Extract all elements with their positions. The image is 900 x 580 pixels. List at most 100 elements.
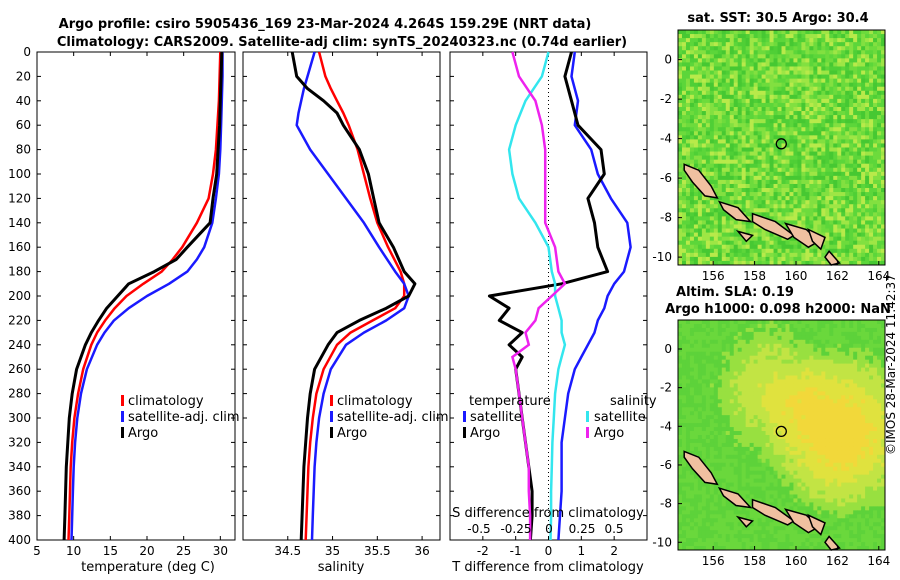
sla-map-cell (849, 399, 854, 404)
sst-map-cell (845, 50, 850, 55)
sla-map-cell (829, 347, 834, 353)
sla-map-cell (681, 391, 687, 396)
sst-map-cell (833, 42, 838, 47)
sst-map-cell (873, 167, 878, 173)
sst-map-cell (765, 240, 770, 246)
sla-map-cell (785, 435, 790, 440)
sla-map-cell (717, 399, 723, 404)
sst-map-cell (705, 147, 711, 152)
sla-map-cell (757, 323, 762, 329)
sla-map-cell (733, 399, 739, 404)
sla-map-cell (678, 351, 683, 357)
sst-map-cell (757, 252, 762, 258)
sst-map-cell (681, 102, 687, 108)
sla-map-cell (877, 419, 882, 424)
sla-map-cell (741, 423, 747, 428)
sst-map-cell (813, 151, 818, 156)
sla-map-cell (721, 371, 727, 376)
sst-map-cell (701, 131, 707, 136)
sst-map-cell (789, 70, 794, 75)
sst-map-cell (678, 74, 683, 80)
sst-y-tick-label: -6 (660, 171, 672, 185)
sst-map-cell (773, 90, 778, 96)
sla-map-cell (849, 442, 854, 448)
sst-map-cell (825, 159, 830, 165)
sst-map-cell (773, 42, 778, 47)
sla-map-cell (701, 371, 707, 376)
sla-map-cell (785, 427, 790, 432)
sla-map-cell (789, 419, 794, 424)
sst-map-cell (777, 58, 782, 63)
sla-map-cell (705, 450, 711, 456)
sst-map-cell (713, 183, 719, 189)
sst-map-cell (685, 143, 691, 148)
sla-map-cell (813, 367, 818, 372)
sst-map-cell (705, 200, 711, 205)
sla-map-cell (865, 383, 870, 388)
sla-map-cell (865, 320, 870, 325)
sst-map-cell (865, 248, 870, 254)
sst-map-cell (825, 38, 830, 43)
sst-map-cell (733, 240, 739, 246)
sla-map-cell (745, 367, 751, 372)
sst-map-cell (753, 54, 759, 59)
sst-argo-position-marker (775, 138, 787, 150)
sla-map-cell (693, 450, 699, 456)
sst-map-cell (773, 248, 778, 254)
sla-map-cell (841, 407, 846, 412)
sst-map-cell (757, 119, 762, 124)
sst-map-cell (701, 151, 707, 156)
sst-map-cell (729, 216, 735, 221)
sst-map-cell (773, 183, 778, 189)
sst-map-cell (861, 70, 866, 75)
sla-map-cell (845, 415, 850, 420)
sst-map-cell (865, 74, 870, 80)
sst-map-cell (785, 46, 790, 51)
sst-map-cell (837, 38, 842, 43)
sst-map-cell (789, 78, 794, 84)
sst-map-cell (857, 151, 862, 156)
sla-map-cell (678, 431, 683, 436)
sla-map-cell (689, 450, 695, 456)
sst-map-cell (753, 86, 759, 92)
sst-map-cell (833, 208, 838, 213)
sst-map-cell (825, 151, 830, 156)
sla-map-cell (689, 387, 695, 392)
sst-map-cell (753, 204, 759, 209)
sst-map-cell (729, 147, 735, 152)
sla-map-cell (678, 395, 683, 400)
sst-map-cell (821, 155, 826, 161)
sla-map-cell (765, 415, 770, 420)
sst-map-cell (713, 143, 719, 148)
sst-map-cell (709, 256, 715, 262)
sst-map-cell (749, 86, 755, 92)
sst-map-cell (849, 54, 854, 59)
sla-map-cell (793, 415, 798, 420)
sst-map-cell (805, 123, 810, 128)
sst-map-cell (705, 54, 711, 59)
sst-map-cell (729, 200, 735, 205)
sst-map-cell (765, 155, 770, 161)
sst-map-cell (793, 70, 798, 75)
sst-map-cell (678, 183, 683, 189)
sst-map-cell (877, 30, 882, 35)
sst-map-cell (733, 127, 739, 132)
sla-map-cell (725, 359, 731, 365)
sst-map-cell (721, 143, 727, 148)
sla-map-cell (793, 379, 798, 384)
sst-map-cell (793, 204, 798, 209)
sla-map-cell (678, 347, 683, 353)
sst-map-cell (733, 82, 739, 88)
sla-map-cell (797, 379, 802, 384)
sla-map-cell (861, 375, 866, 380)
sst-map-cell (841, 78, 846, 84)
sla-map-cell (729, 391, 735, 396)
sla-map-cell (717, 363, 723, 368)
sst-map-cell (853, 34, 858, 39)
sst-map-cell (678, 115, 683, 120)
sst-map-cell (865, 127, 870, 132)
sst-map-cell (869, 74, 874, 80)
sst-map-cell (881, 82, 886, 88)
sla-map-cell (809, 331, 814, 337)
sst-map-cell (773, 38, 778, 43)
